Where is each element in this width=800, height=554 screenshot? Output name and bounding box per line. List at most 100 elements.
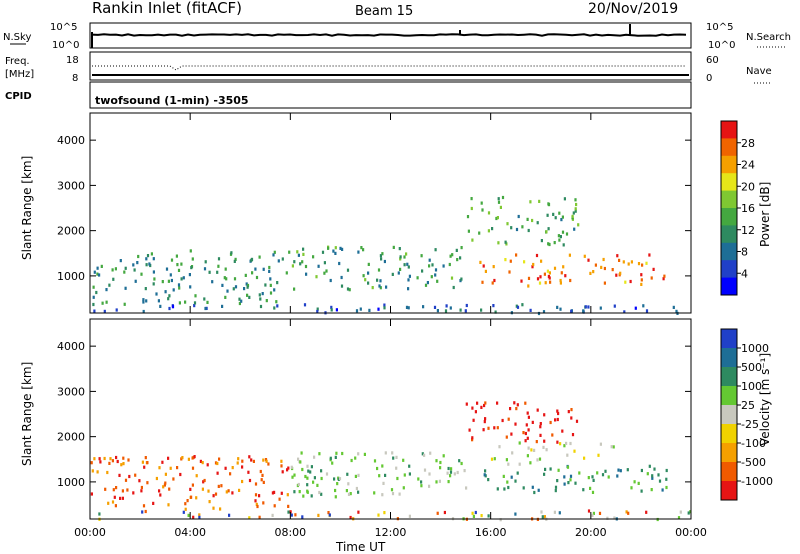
range-gate-cell [333,477,336,481]
range-gate-cell [290,465,293,469]
range-gate-cell [321,250,325,254]
nsearch-tick-bottom: 10^0 [708,40,735,51]
range-gate-cell [642,304,645,308]
nave-line [92,65,686,71]
range-gate-cell [383,511,386,515]
range-gate-cell [262,501,265,505]
range-gate-cell [538,457,542,461]
range-gate-cell [559,278,562,283]
range-gate-cell [262,267,265,271]
range-gate-cell [132,263,135,267]
range-gate-cell [561,230,565,234]
range-gate-cell [599,306,602,310]
range-gate-cell [515,407,518,411]
range-gate-cell [408,274,411,278]
range-gate-cell [178,286,181,290]
range-gate-cell [219,507,222,511]
velocity-panel: 1000 2000 3000 4000 Slant Range [km] [20,318,692,522]
range-gate-cell [169,466,172,470]
range-gate-cell [334,246,337,250]
range-gate-cell [587,258,590,262]
range-gate-cell [269,277,272,281]
range-gate-cell [421,269,424,273]
range-gate-cell [291,475,294,479]
range-gate-cell [193,301,197,305]
range-gate-cell [556,409,559,413]
range-gate-cell [484,417,487,421]
range-gate-cell [218,457,221,461]
range-gate-cell [306,464,309,468]
range-gate-cell [456,470,459,475]
range-gate-cell [168,487,171,491]
range-gate-cell [508,270,511,274]
range-gate-cell [435,459,438,463]
range-gate-cell [539,275,542,279]
range-gate-cell [164,290,167,294]
range-gate-cell [591,490,595,494]
range-gate-cell [280,459,283,463]
range-gate-cell [161,280,164,284]
range-gate-cell [480,308,483,312]
range-gate-cell [103,456,106,461]
range-gate-cell [164,472,167,476]
range-gate-cell [216,461,219,466]
range-gate-cell [301,260,304,264]
range-gate-cell [146,254,150,258]
range-gate-cell [142,504,146,508]
range-gate-cell [562,265,565,269]
range-gate-cell [273,490,276,494]
range-gate-cell [583,456,586,460]
range-gate-cell [244,273,247,277]
range-gate-cell [493,278,496,283]
range-gate-cell [203,478,206,483]
range-gate-cell [271,491,274,495]
range-gate-cell [204,306,207,311]
nsky-frame [89,22,692,49]
range-gate-cell [515,304,518,308]
range-gate-cell [144,287,147,291]
range-gate-cell [191,466,195,470]
range-gate-cell [442,454,445,458]
range-gate-cell [529,308,532,312]
range-gate-cell [420,484,423,488]
range-gate-cell [379,286,382,290]
range-gate-cell [167,503,170,507]
range-gate-cell [92,285,95,289]
range-gate-cell [98,512,101,516]
range-gate-cell [212,506,215,510]
range-gate-cell [280,464,283,468]
range-gate-cell [436,309,439,313]
colorbar-segment [721,121,737,139]
range-gate-cell [241,479,244,484]
range-gate-cell [168,306,171,311]
range-gate-cell [651,476,654,480]
range-gate-cell [467,229,470,233]
range-gate-cell [297,457,300,461]
power-colorbar-label: Power [dB] [758,182,772,247]
range-gate-cell [430,275,433,279]
range-gate-cell [417,477,420,481]
range-gate-cell [501,418,504,423]
range-gate-cell [187,457,190,461]
range-gate-cell [207,489,210,493]
range-gate-cell [446,471,449,475]
range-gate-cell [112,277,115,281]
range-gate-cell [458,459,461,463]
range-gate-cell [592,270,595,274]
range-gate-cell [377,513,380,517]
range-gate-cell [619,271,622,275]
range-gate-cell [505,458,508,462]
range-gate-cell [496,426,499,430]
range-gate-cell [510,226,513,230]
range-gate-cell [109,457,112,461]
range-gate-cell [398,492,401,496]
range-gate-cell [323,271,326,275]
range-gate-cell [487,211,491,215]
range-gate-cell [494,310,497,314]
range-gate-cell [577,223,580,227]
range-gate-cell [118,473,121,477]
range-gate-cell [298,490,301,494]
range-gate-cell [527,228,530,233]
range-gate-cell [259,297,262,301]
range-gate-cell [484,269,487,273]
